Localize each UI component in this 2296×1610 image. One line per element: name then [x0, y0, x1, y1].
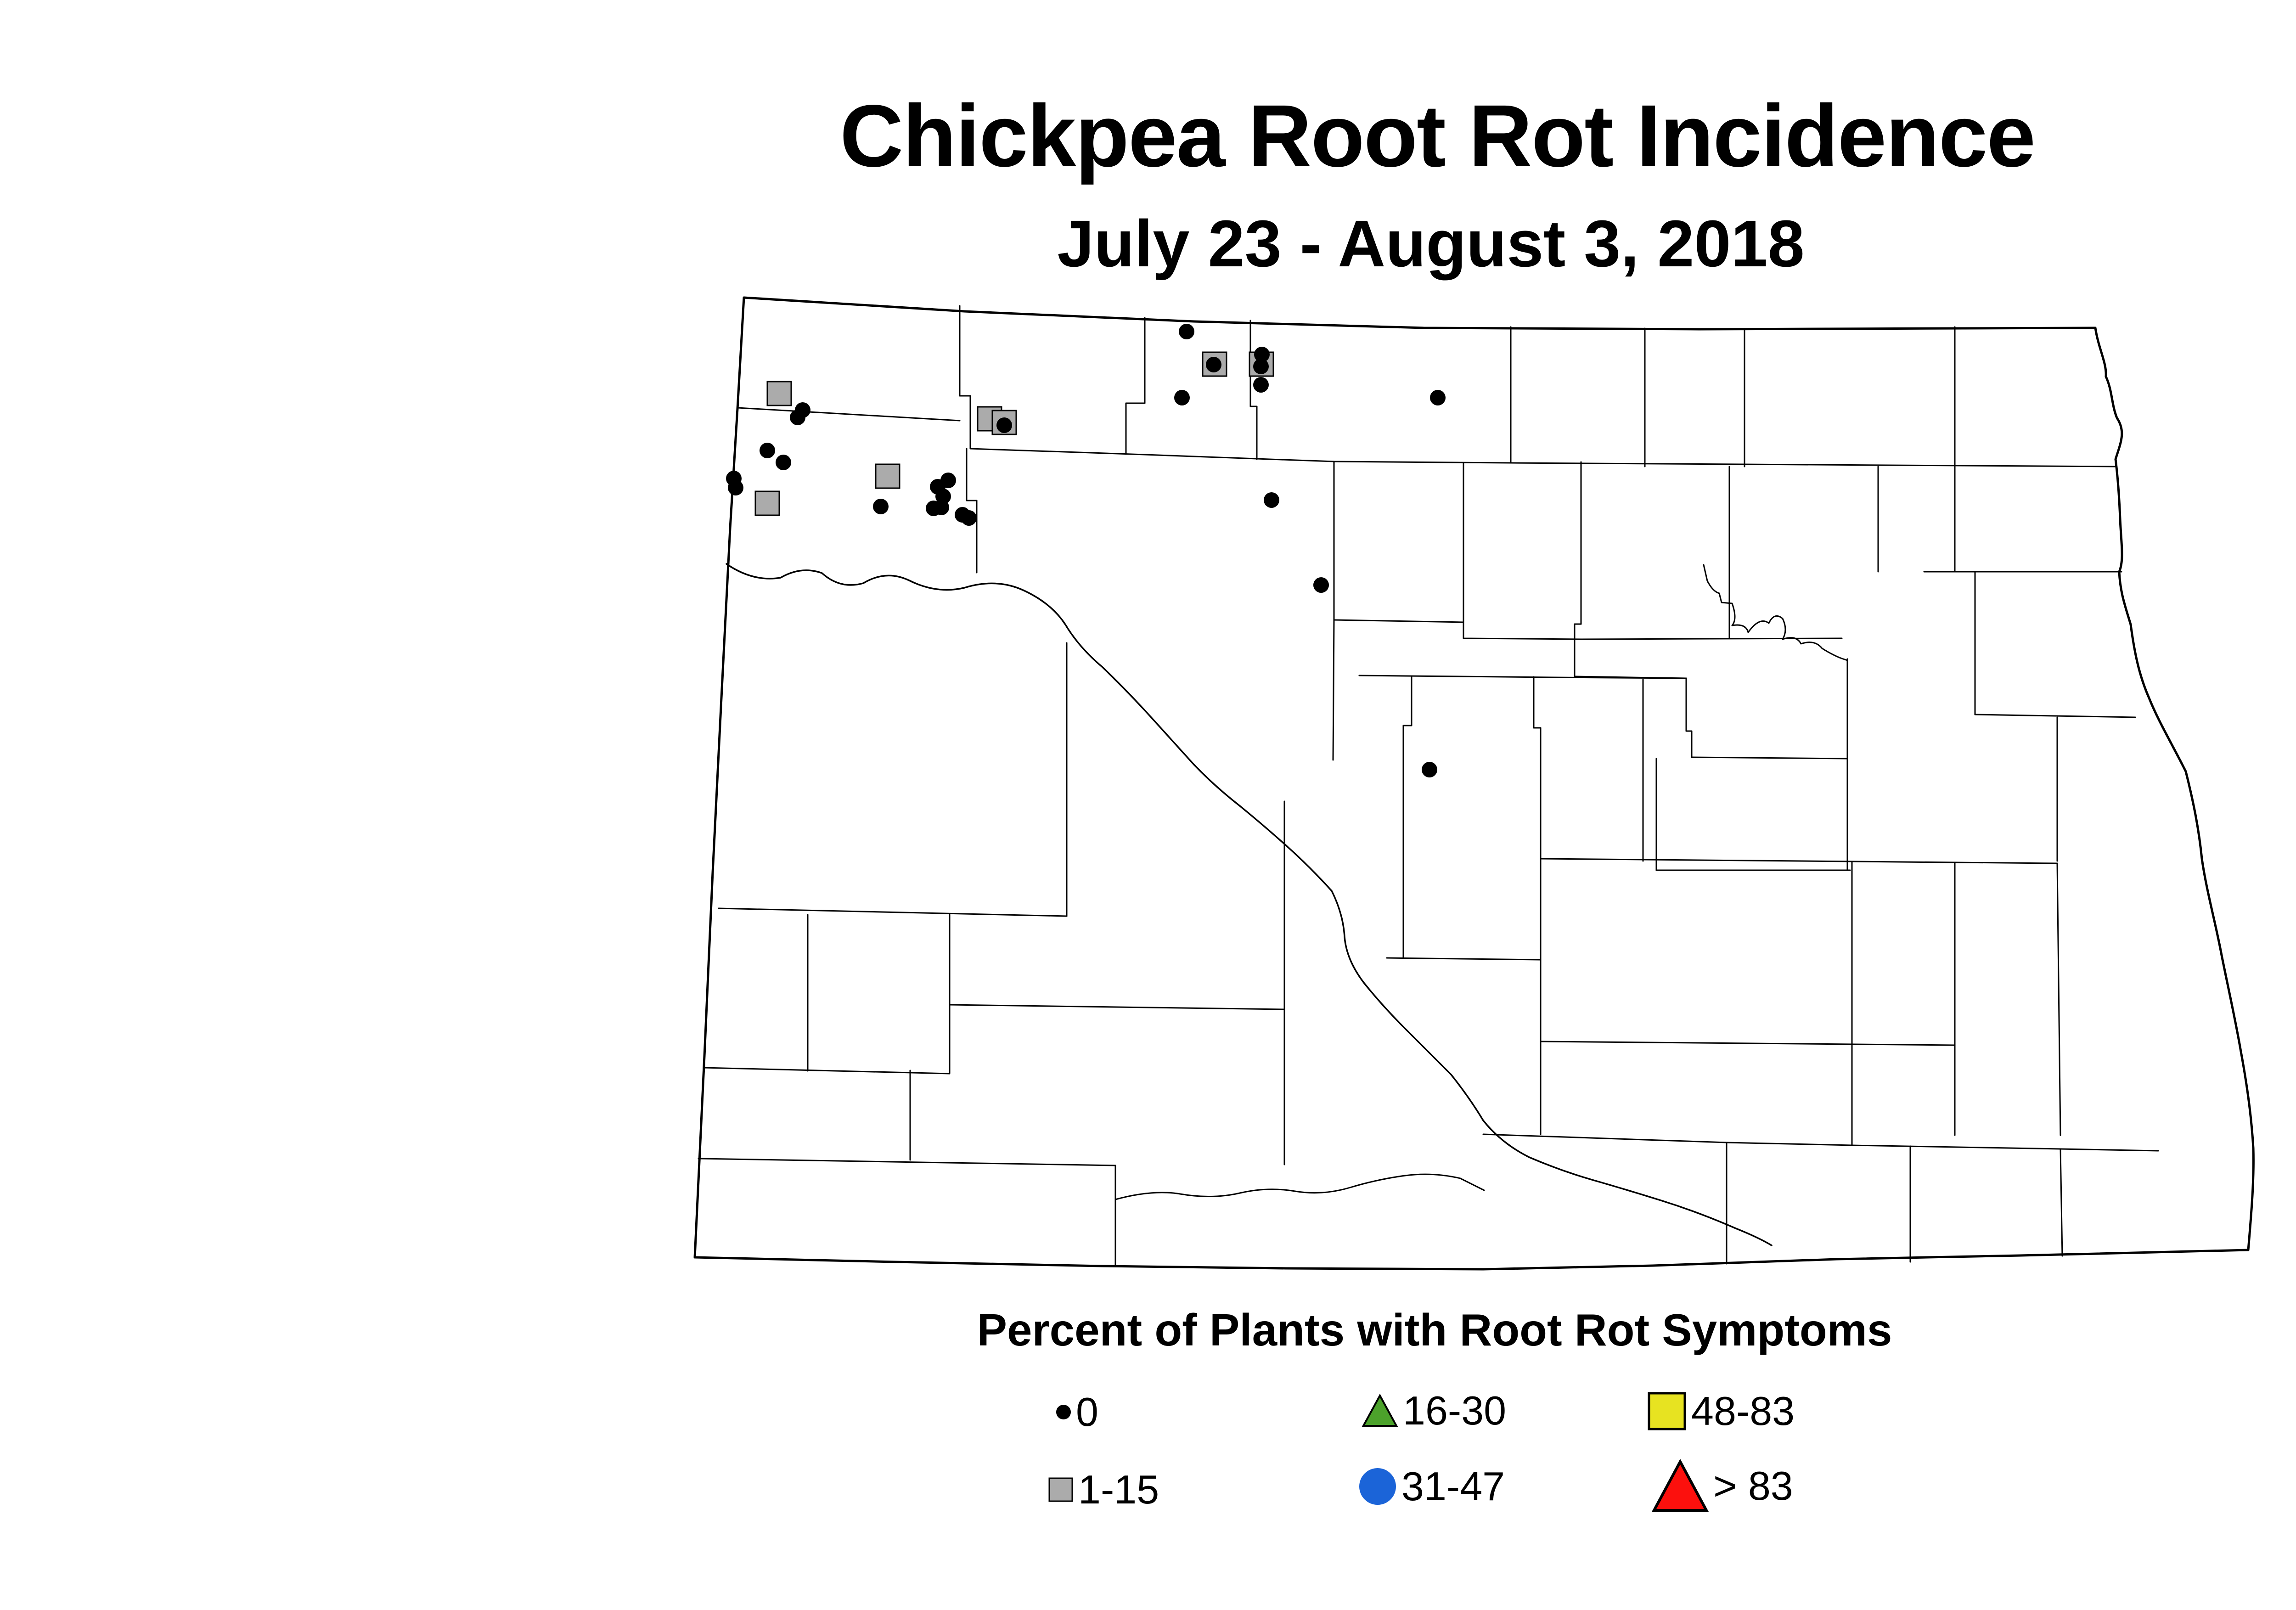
- marker-dot-0: [996, 417, 1012, 433]
- marker-dot-0: [1254, 347, 1270, 362]
- legend-item-gt83: > 83: [1652, 1459, 1793, 1513]
- marker-square-1-15: [754, 490, 780, 516]
- marker-square-1-15: [875, 463, 900, 489]
- marker-dot-0: [776, 455, 791, 470]
- marker-dot-0: [1253, 359, 1269, 374]
- legend-label: 1-15: [1078, 1467, 1159, 1512]
- legend-item-0: 0: [1056, 1389, 1098, 1435]
- legend-item-31-47: 31-47: [1358, 1463, 1505, 1510]
- marker-dot-0: [790, 410, 805, 425]
- state-outline: [693, 296, 2255, 1271]
- marker-dot-0: [1313, 577, 1329, 593]
- legend-label: 16-30: [1403, 1388, 1507, 1433]
- gray-square-icon: [1048, 1477, 1073, 1502]
- red-triangle-icon: [1652, 1459, 1709, 1512]
- legend-label: > 83: [1713, 1463, 1793, 1509]
- page-subtitle: July 23 - August 3, 2018: [1057, 207, 1805, 281]
- marker-dot-0: [1264, 492, 1279, 508]
- blue-circle-icon: [1359, 1468, 1396, 1505]
- legend-item-48-83: 48-83: [1647, 1388, 1795, 1435]
- legend-item-16-30: 16-30: [1362, 1387, 1506, 1434]
- black-dot-icon: [1056, 1405, 1071, 1419]
- marker-dot-0: [728, 480, 743, 495]
- marker-dot-0: [1253, 377, 1269, 393]
- marker-dot-0: [961, 510, 977, 526]
- missouri-river: [726, 563, 1773, 1246]
- marker-dot-0: [1422, 762, 1437, 777]
- marker-dot-0: [1430, 390, 1446, 405]
- cannonball-river: [1114, 1173, 1485, 1200]
- marker-dot-0: [1206, 357, 1221, 372]
- legend-item-1-15: 1-15: [1048, 1466, 1159, 1513]
- marker-dot-0: [1174, 390, 1190, 405]
- marker-dot-0: [1179, 324, 1194, 339]
- marker-dot-0: [934, 500, 949, 515]
- legend-label: 0: [1076, 1389, 1098, 1435]
- marker-dot-0: [760, 443, 775, 458]
- green-triangle-icon: [1362, 1394, 1398, 1427]
- legend-label: 31-47: [1401, 1464, 1505, 1509]
- map-markers: [726, 324, 1446, 777]
- county-boundaries: [698, 305, 2159, 1267]
- marker-square-1-15: [766, 381, 792, 406]
- legend-title: Percent of Plants with Root Rot Symptoms: [977, 1305, 1892, 1355]
- page-title: Chickpea Root Rot Incidence: [839, 86, 2036, 185]
- marker-dot-0: [873, 499, 889, 514]
- devils-lake: [1703, 564, 1848, 661]
- legend-label: 48-83: [1691, 1388, 1795, 1434]
- yellow-rect-icon: [1648, 1392, 1686, 1430]
